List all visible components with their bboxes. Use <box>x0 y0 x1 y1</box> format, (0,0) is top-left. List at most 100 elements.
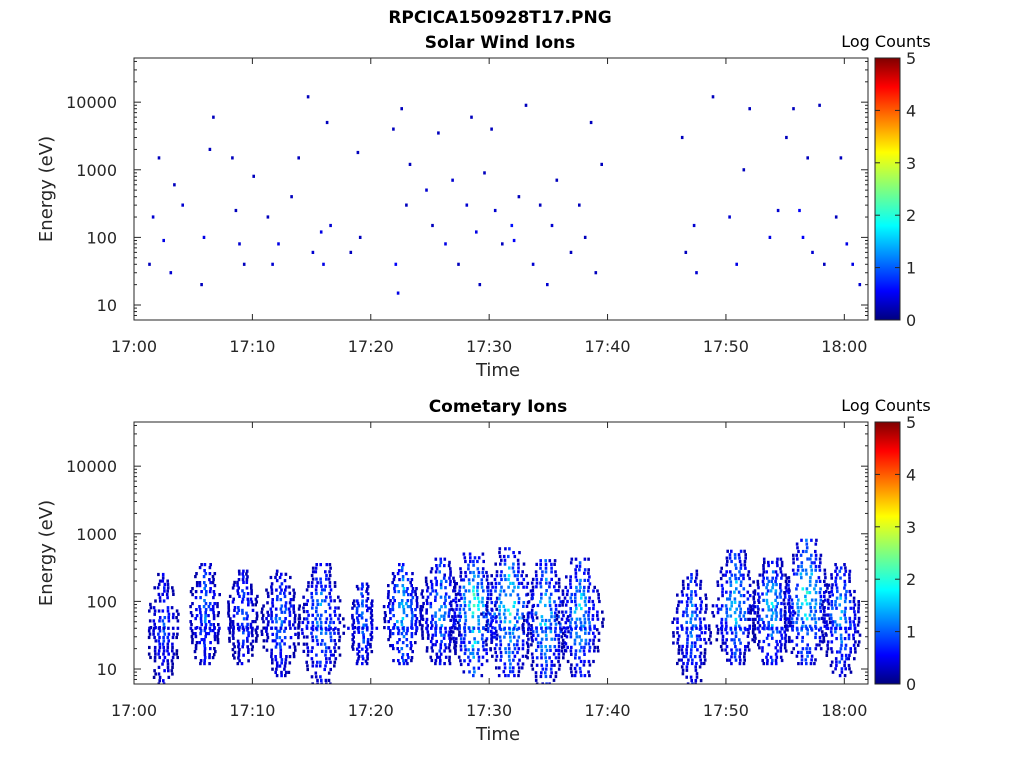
data-cell <box>801 647 805 651</box>
data-cell <box>848 589 852 594</box>
data-cell <box>171 649 174 653</box>
data-cell <box>592 607 595 611</box>
data-cell <box>247 659 250 663</box>
data-cell <box>762 598 765 602</box>
data-cell <box>783 630 786 634</box>
data-cell <box>597 592 600 597</box>
data-cell <box>785 589 788 593</box>
data-cell <box>681 593 684 597</box>
data-cell <box>327 678 331 682</box>
data-cell <box>596 614 599 618</box>
data-cell <box>310 591 313 596</box>
data-cell <box>522 630 525 634</box>
data-cell <box>198 584 202 588</box>
data-cell <box>694 679 698 683</box>
data-cell <box>199 596 202 600</box>
data-cell <box>801 587 805 591</box>
data-cell <box>512 562 515 566</box>
data-cell <box>484 612 488 616</box>
data-cell <box>316 642 320 646</box>
data-cell <box>297 624 301 628</box>
data-cell <box>695 634 699 638</box>
data-cell <box>801 620 805 625</box>
data-cell <box>316 678 319 682</box>
data-cell <box>728 577 732 581</box>
data-cell <box>449 567 452 571</box>
data-cell <box>738 556 741 560</box>
data-cell <box>232 642 235 646</box>
x-tick-label: 17:50 <box>703 701 749 720</box>
data-cell <box>486 611 490 615</box>
data-cell <box>328 657 331 661</box>
data-cell <box>495 633 499 637</box>
data-cell <box>158 645 162 650</box>
data-cell <box>498 616 502 620</box>
data-cell <box>458 618 461 622</box>
data-cell <box>787 583 790 587</box>
data-cell <box>682 661 685 666</box>
data-cell <box>421 605 425 609</box>
data-cell <box>815 579 818 583</box>
data-cell <box>250 592 253 596</box>
data-cell <box>681 579 685 583</box>
data-cell <box>276 629 279 633</box>
data-cell <box>485 615 488 619</box>
data-cell <box>171 672 174 676</box>
data-cell <box>491 654 494 658</box>
data-cell <box>550 663 553 667</box>
data-cell <box>535 616 539 620</box>
data-cell <box>468 582 471 586</box>
data-cell <box>157 632 160 636</box>
data-cell <box>521 626 525 630</box>
data-cell <box>517 626 521 630</box>
data-cell <box>270 648 273 652</box>
data-cell <box>407 593 410 597</box>
data-cell <box>847 637 851 641</box>
data-cell <box>498 635 502 639</box>
data-cell <box>495 574 499 578</box>
data-cell <box>485 637 489 641</box>
data-cell <box>251 639 255 643</box>
data-cell <box>682 586 685 590</box>
data-cell <box>411 596 415 600</box>
data-cell <box>546 283 549 287</box>
data-cell <box>353 630 356 634</box>
data-cell <box>471 578 475 582</box>
data-cell <box>555 617 559 621</box>
data-cell <box>536 603 540 608</box>
data-cell <box>498 597 501 601</box>
data-cell <box>775 614 778 618</box>
data-cell <box>307 584 310 588</box>
data-cell <box>562 652 565 656</box>
data-cell <box>173 183 176 187</box>
data-cell <box>307 613 310 617</box>
data-cell <box>315 606 318 610</box>
data-cell <box>686 586 690 590</box>
data-cell <box>801 235 805 239</box>
data-cell <box>278 575 282 580</box>
data-cell <box>758 617 761 621</box>
data-cell <box>449 604 453 608</box>
data-cell <box>507 643 511 647</box>
data-cell <box>843 579 847 583</box>
data-cell <box>494 585 498 589</box>
data-cell <box>699 596 702 601</box>
data-cell <box>397 632 400 636</box>
data-cell <box>208 653 211 657</box>
data-cell <box>746 573 750 577</box>
data-cell <box>274 639 277 643</box>
data-cell <box>231 622 235 626</box>
data-cell <box>758 639 761 644</box>
data-cell <box>357 630 361 634</box>
data-cell <box>302 642 306 646</box>
data-cell <box>739 594 743 598</box>
data-cell <box>797 549 800 554</box>
data-cell <box>784 586 788 590</box>
data-cell <box>744 553 747 557</box>
data-cell <box>719 607 723 611</box>
data-cell <box>601 624 604 628</box>
data-cell <box>448 662 452 666</box>
data-cell <box>266 610 269 614</box>
data-cell <box>729 607 732 611</box>
data-cell <box>444 605 447 609</box>
